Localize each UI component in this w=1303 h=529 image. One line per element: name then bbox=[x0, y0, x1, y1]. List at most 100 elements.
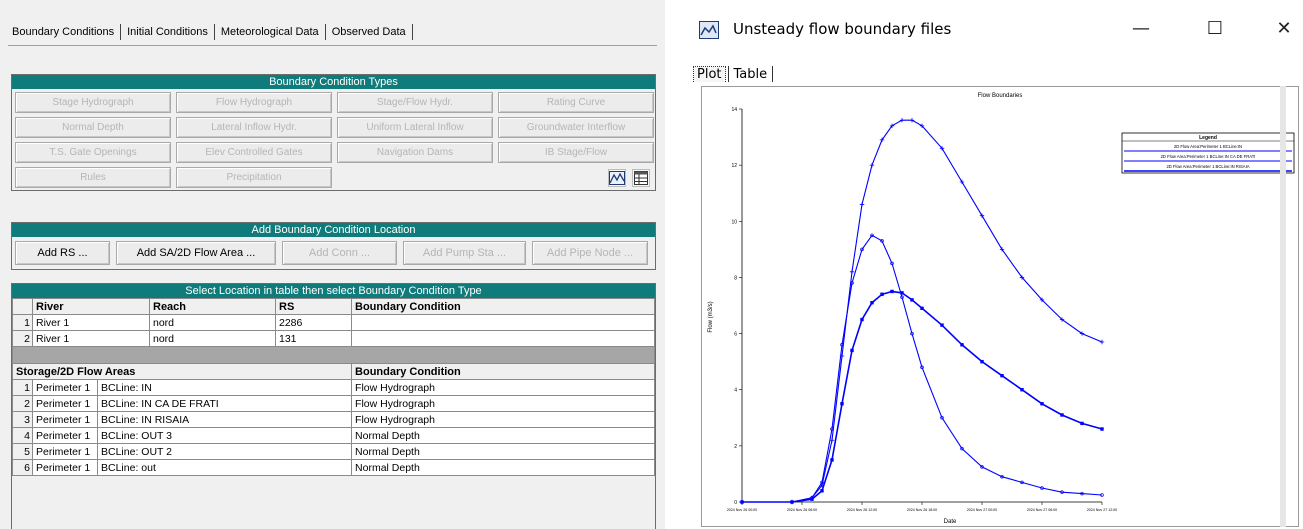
precipitation-button[interactable]: Precipitation bbox=[176, 167, 332, 188]
data-point bbox=[1020, 388, 1024, 392]
vertical-scrollbar[interactable] bbox=[1280, 86, 1286, 527]
data-point bbox=[1099, 339, 1105, 345]
row-index: 6 bbox=[12, 459, 33, 476]
x-tick-label: 2024 Nov 27 06:00 bbox=[1027, 508, 1057, 512]
elev-controlled-gates-button[interactable]: Elev Controlled Gates bbox=[176, 142, 332, 163]
stage-hydrograph-button[interactable]: Stage Hydrograph bbox=[15, 92, 171, 113]
bc-cell[interactable] bbox=[351, 330, 655, 347]
column-header-river: River bbox=[32, 298, 150, 315]
bc-cell[interactable]: Normal Depth bbox=[351, 443, 655, 460]
data-point bbox=[900, 291, 904, 295]
normal-depth-button[interactable]: Normal Depth bbox=[15, 117, 171, 138]
reach-cell[interactable]: nord bbox=[149, 314, 276, 331]
add-conn-button[interactable]: Add Conn ... bbox=[282, 241, 397, 265]
table-row[interactable]: 2 River 1 nord 131 bbox=[12, 330, 655, 347]
tab-separator bbox=[411, 24, 413, 40]
data-point bbox=[740, 500, 744, 504]
stage-flow-hydr-button[interactable]: Stage/Flow Hydr. bbox=[337, 92, 493, 113]
tab-initial-conditions[interactable]: Initial Conditions bbox=[127, 26, 208, 38]
river-cell[interactable]: River 1 bbox=[32, 330, 150, 347]
rules-button[interactable]: Rules bbox=[15, 167, 171, 188]
add-bc-location-title: Add Boundary Condition Location bbox=[12, 223, 655, 237]
tab-meteorological-data[interactable]: Meteorological Data bbox=[220, 26, 319, 38]
bcline-cell[interactable]: BCLine: IN RISAIA bbox=[96, 411, 353, 428]
bc-cell[interactable]: Flow Hydrograph bbox=[351, 379, 655, 396]
legend-item-label: 2D Flow Area:Perimeter 1 BCLine:IN RISAI… bbox=[1166, 164, 1249, 169]
add-rs-button[interactable]: Add RS ... bbox=[15, 241, 110, 265]
area-cell[interactable]: Perimeter 1 bbox=[32, 443, 98, 460]
bc-cell[interactable]: Flow Hydrograph bbox=[351, 395, 655, 412]
area-cell[interactable]: Perimeter 1 bbox=[32, 459, 98, 476]
add-location-buttons: Add RS ... Add SA/2D Flow Area ... Add C… bbox=[12, 237, 655, 269]
plot-chart-icon[interactable] bbox=[608, 168, 626, 187]
bc-cell[interactable] bbox=[351, 314, 655, 331]
area-cell[interactable]: Perimeter 1 bbox=[32, 411, 98, 428]
rs-cell[interactable]: 2286 bbox=[275, 314, 352, 331]
ib-stage-flow-button[interactable]: IB Stage/Flow bbox=[498, 142, 654, 163]
bcline-cell[interactable]: BCLine: IN bbox=[96, 379, 353, 396]
data-point bbox=[1059, 317, 1065, 322]
table-row[interactable]: 1 River 1 nord 2286 bbox=[12, 314, 655, 331]
lateral-inflow-hydr-button[interactable]: Lateral Inflow Hydr. bbox=[176, 117, 332, 138]
data-point bbox=[1100, 493, 1104, 497]
navigation-dams-button[interactable]: Navigation Dams bbox=[337, 142, 493, 163]
data-point bbox=[840, 402, 844, 406]
data-point bbox=[1080, 421, 1084, 426]
data-point bbox=[810, 497, 814, 501]
data-point bbox=[940, 323, 944, 327]
flow-hydrograph-button[interactable]: Flow Hydrograph bbox=[176, 92, 332, 113]
area-cell[interactable]: Perimeter 1 bbox=[32, 427, 98, 444]
column-header-storage-areas: Storage/2D Flow Areas bbox=[11, 363, 353, 380]
data-point bbox=[920, 365, 924, 370]
maximize-button[interactable]: ☐ bbox=[1206, 18, 1224, 39]
tab-table[interactable]: Table bbox=[733, 67, 768, 82]
series-line bbox=[742, 119, 1103, 503]
bcline-cell[interactable]: BCLine: IN CA DE FRATI bbox=[96, 395, 353, 412]
tab-observed-data[interactable]: Observed Data bbox=[331, 26, 406, 38]
area-cell[interactable]: Perimeter 1 bbox=[32, 379, 98, 396]
add-sa-2d-flow-area-button[interactable]: Add SA/2D Flow Area ... bbox=[116, 241, 276, 265]
table-icon[interactable] bbox=[632, 168, 650, 187]
y-tick-label: 0 bbox=[734, 500, 737, 506]
data-point bbox=[840, 343, 844, 347]
data-point bbox=[940, 416, 944, 420]
bc-cell[interactable]: Normal Depth bbox=[351, 459, 655, 476]
river-cell[interactable]: River 1 bbox=[32, 314, 150, 331]
chart-title: Flow Boundaries bbox=[978, 93, 1023, 99]
bcline-cell[interactable]: BCLine: OUT 3 bbox=[96, 427, 353, 444]
column-header-rs: RS bbox=[275, 298, 352, 315]
data-point bbox=[910, 331, 914, 336]
area-cell[interactable]: Perimeter 1 bbox=[32, 395, 98, 412]
rs-cell[interactable]: 131 bbox=[275, 330, 352, 347]
add-pipe-node-button[interactable]: Add Pipe Node ... bbox=[532, 241, 648, 265]
uniform-lateral-inflow-button[interactable]: Uniform Lateral Inflow bbox=[337, 117, 493, 138]
table-row[interactable]: 5 Perimeter 1 BCLine: OUT 2 Normal Depth bbox=[12, 443, 655, 460]
tab-plot[interactable]: Plot bbox=[693, 66, 726, 82]
x-tick-label: 2024 Nov 26 12:00 bbox=[847, 508, 877, 512]
close-button[interactable]: ✕ bbox=[1276, 18, 1292, 39]
bc-cell[interactable]: Flow Hydrograph bbox=[351, 411, 655, 428]
boundary-conditions-editor: Boundary Conditions Initial Conditions M… bbox=[0, 0, 665, 529]
table-row[interactable]: 1 Perimeter 1 BCLine: IN Flow Hydrograph bbox=[12, 379, 655, 396]
chart-legend: Legend 2D Flow Area:Perimeter 1 BCLine:IN… bbox=[1121, 132, 1295, 174]
y-tick-label: 14 bbox=[731, 107, 737, 113]
data-point bbox=[910, 298, 914, 302]
table-row[interactable]: 6 Perimeter 1 BCLine: out Normal Depth bbox=[12, 459, 655, 476]
add-pump-sta-button[interactable]: Add Pump Sta ... bbox=[403, 241, 526, 265]
ts-gate-openings-button[interactable]: T.S. Gate Openings bbox=[15, 142, 171, 163]
table-row[interactable]: 3 Perimeter 1 BCLine: IN RISAIA Flow Hyd… bbox=[12, 411, 655, 428]
rating-curve-button[interactable]: Rating Curve bbox=[498, 92, 654, 113]
table-row[interactable]: 2 Perimeter 1 BCLine: IN CA DE FRATI Flo… bbox=[12, 395, 655, 412]
data-point bbox=[959, 179, 965, 185]
row-index: 2 bbox=[12, 395, 33, 412]
groundwater-interflow-button[interactable]: Groundwater Interflow bbox=[498, 117, 654, 138]
bcline-cell[interactable]: BCLine: out bbox=[96, 459, 353, 476]
bcline-cell[interactable]: BCLine: OUT 2 bbox=[96, 443, 353, 460]
tab-boundary-conditions[interactable]: Boundary Conditions bbox=[12, 26, 115, 38]
table-row[interactable]: 4 Perimeter 1 BCLine: OUT 3 Normal Depth bbox=[12, 427, 655, 444]
minimize-button[interactable]: — bbox=[1132, 18, 1150, 39]
column-header-reach: Reach bbox=[149, 298, 276, 315]
reach-cell[interactable]: nord bbox=[149, 330, 276, 347]
bc-cell[interactable]: Normal Depth bbox=[351, 427, 655, 444]
legend-item-label: 2D Flow Area:Perimeter 1 BCLine:IN bbox=[1174, 144, 1242, 149]
